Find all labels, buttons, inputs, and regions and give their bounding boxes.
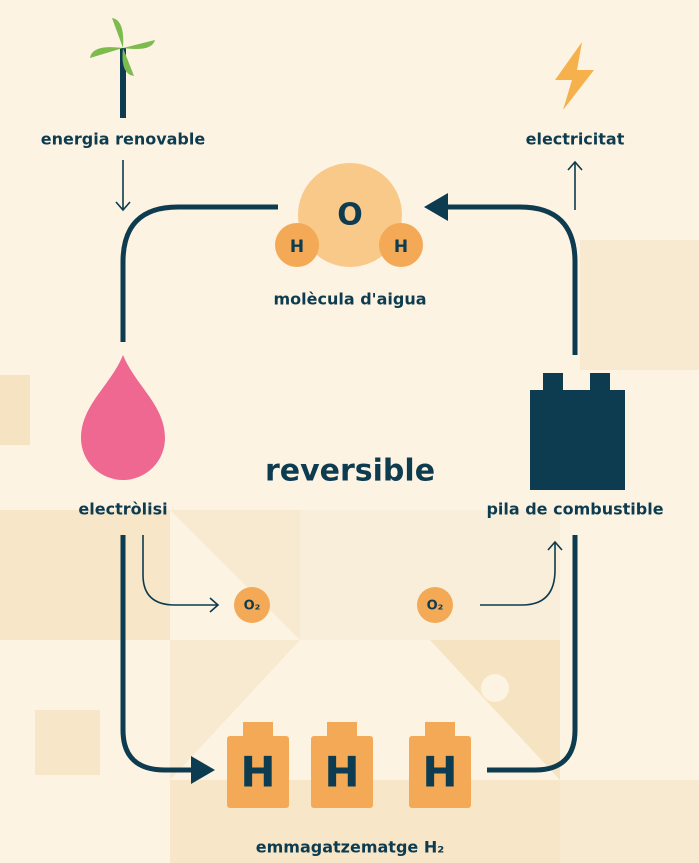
arrow xyxy=(142,535,220,613)
oxygen-molecule xyxy=(234,587,270,623)
output-label: electricitat xyxy=(526,130,625,149)
tank-label: H xyxy=(422,748,457,797)
hydrogen-atom xyxy=(379,223,423,267)
molecule-label: molècula d'aigua xyxy=(274,290,427,309)
arrowhead xyxy=(424,193,448,221)
arrow xyxy=(567,160,583,210)
atom-label: H xyxy=(394,237,408,257)
electrolysis-label: electròlisi xyxy=(78,500,167,519)
atom-label: H xyxy=(290,237,304,257)
arrow xyxy=(115,160,131,212)
cycle-line xyxy=(120,535,195,773)
tanks xyxy=(227,722,471,808)
storage-label: emmagatzematge H₂ xyxy=(256,838,444,857)
tank-label: H xyxy=(240,748,275,797)
cycle-line xyxy=(445,204,578,355)
oxygen-molecule xyxy=(417,587,453,623)
arrow xyxy=(480,540,563,606)
tank-label: H xyxy=(324,748,359,797)
center-label: reversible xyxy=(265,454,435,489)
cycle-line xyxy=(120,204,278,342)
arrowhead xyxy=(191,756,215,784)
drop xyxy=(81,355,165,480)
oxygen-atom xyxy=(298,163,402,267)
windmill xyxy=(90,18,155,118)
hydrogen-atom xyxy=(275,223,319,267)
fuel-cell xyxy=(530,373,625,490)
oxygen-label: O₂ xyxy=(427,599,444,614)
fuel-cell-label: pila de combustible xyxy=(486,500,663,519)
atom-label: O xyxy=(337,198,363,233)
cycle-line xyxy=(487,535,578,773)
oxygen-label: O₂ xyxy=(244,599,261,614)
lightning xyxy=(555,42,594,110)
source-label: energia renovable xyxy=(41,130,206,149)
